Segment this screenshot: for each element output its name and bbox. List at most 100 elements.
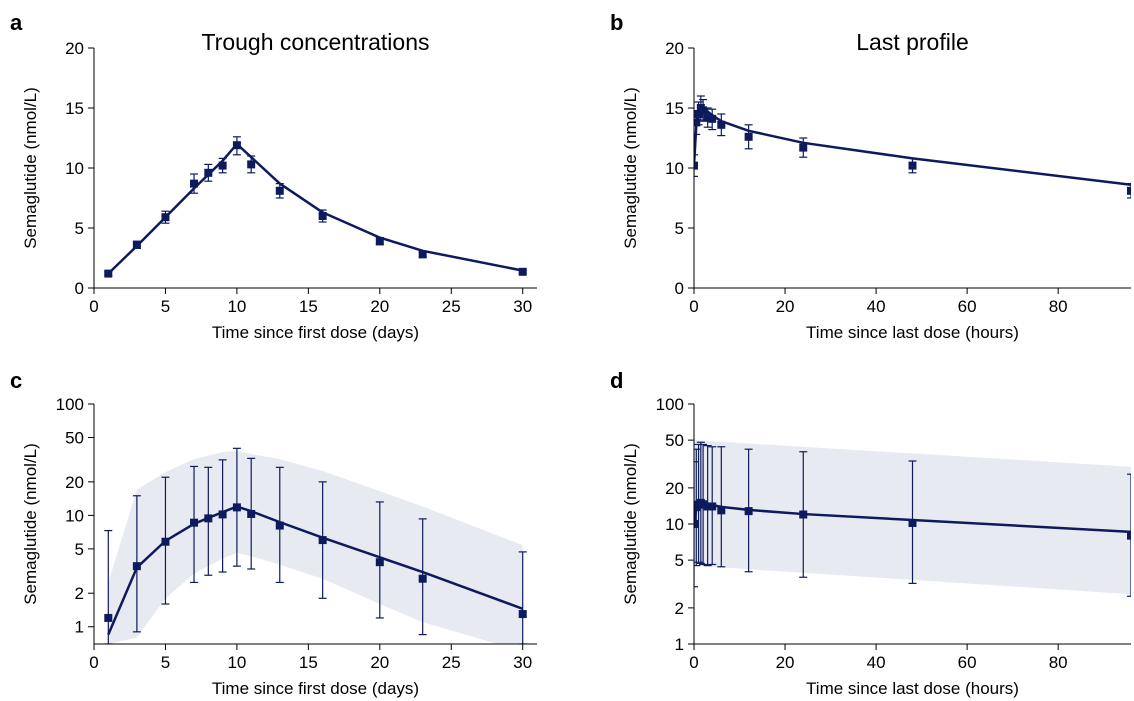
x-axis-label: Time since first dose (days) [212, 323, 419, 342]
data-point [132, 562, 141, 571]
data-point [744, 507, 753, 516]
data-point [318, 536, 327, 545]
data-point [275, 521, 284, 530]
data-point [717, 506, 726, 515]
model-line [107, 505, 524, 636]
y-axis-label: Semaglutide (nmol/L) [621, 87, 640, 249]
x-tick-label: 10 [227, 297, 246, 316]
data-point [694, 520, 698, 528]
panel-title: Last profile [856, 29, 969, 55]
data-point [218, 161, 227, 170]
model-line [107, 142, 523, 275]
x-tick-label: 30 [513, 297, 532, 316]
y-tick-label: 0 [75, 279, 84, 298]
data-point [908, 161, 917, 170]
y-tick-label: 10 [65, 159, 84, 178]
plot-area [694, 95, 1131, 199]
x-tick-label: 20 [370, 297, 389, 316]
x-tick-label: 5 [161, 297, 170, 316]
x-tick-label: 20 [776, 653, 795, 672]
data-point [703, 502, 712, 511]
y-tick-label: 50 [65, 429, 84, 448]
data-point [418, 574, 427, 583]
data-point [318, 212, 327, 220]
y-tick-label: 5 [75, 219, 84, 238]
x-tick-label: 25 [442, 297, 461, 316]
y-tick-label: 15 [665, 99, 684, 118]
data-point [104, 269, 113, 278]
data-point [717, 120, 726, 129]
x-tick-label: 25 [442, 653, 461, 672]
data-point [190, 518, 199, 527]
data-point [218, 510, 227, 519]
data-point [799, 510, 808, 519]
x-tick-label: 10 [227, 653, 246, 672]
y-tick-label: 2 [675, 599, 684, 618]
data-point [699, 500, 708, 509]
x-tick-label: 20 [776, 297, 795, 316]
y-tick-label: 20 [665, 479, 684, 498]
data-point [694, 161, 698, 170]
y-tick-label: 5 [75, 540, 84, 559]
plot-area [104, 136, 527, 278]
data-point [694, 110, 703, 118]
x-tick-label: 0 [689, 653, 698, 672]
y-tick-label: 5 [675, 551, 684, 570]
prediction-band [108, 450, 523, 644]
data-point [518, 267, 527, 276]
data-point [418, 250, 427, 259]
panel-letter: c [10, 368, 22, 393]
data-point [161, 537, 170, 546]
x-tick-label: 0 [689, 297, 698, 316]
y-tick-label: 50 [665, 431, 684, 450]
data-point [375, 558, 384, 567]
x-tick-label: 60 [958, 297, 977, 316]
x-tick-label: 5 [161, 653, 170, 672]
x-tick-label: 20 [370, 653, 389, 672]
data-point [275, 186, 284, 195]
x-tick-label: 15 [299, 297, 318, 316]
data-point [161, 213, 170, 222]
y-axis-label: Semaglutide (nmol/L) [621, 443, 640, 605]
x-axis-label: Time since first dose (days) [212, 679, 419, 698]
data-point [375, 237, 384, 246]
panel-b: b Last profile 0 20 40 60 80 0 5 10 15 20 Time since… [610, 10, 1131, 342]
x-axis-label: Time since last dose (hours) [806, 323, 1019, 342]
plot-area [694, 440, 1131, 597]
data-point [1127, 531, 1131, 540]
y-tick-label: 10 [665, 515, 684, 534]
x-tick-label: 80 [1049, 297, 1068, 316]
panel-letter: d [610, 368, 623, 393]
panel-a: a Trough concentrations 0 5 10 15 20 25 30 0 5 10 15… [10, 10, 537, 342]
data-point [104, 613, 113, 622]
panel-d: d 0 20 40 60 80 1 2 5 10 20 50 100 Time since last do… [610, 368, 1131, 698]
x-tick-label: 0 [89, 653, 98, 672]
data-point [232, 503, 241, 512]
panel-letter: a [10, 10, 23, 35]
y-tick-label: 5 [675, 219, 684, 238]
x-tick-label: 30 [513, 653, 532, 672]
data-point [699, 106, 708, 115]
x-tick-label: 80 [1049, 653, 1068, 672]
x-tick-label: 0 [89, 297, 98, 316]
y-axis-label: Semaglutide (nmol/L) [21, 87, 40, 249]
y-tick-label: 2 [75, 584, 84, 603]
data-point [232, 141, 241, 150]
y-tick-label: 10 [65, 506, 84, 525]
y-axis-label: Semaglutide (nmol/L) [21, 443, 40, 605]
y-tick-label: 1 [675, 635, 684, 654]
data-point [744, 132, 753, 141]
data-point [132, 240, 141, 249]
data-point [247, 160, 256, 169]
plot-area [104, 447, 527, 644]
x-tick-label: 60 [958, 653, 977, 672]
data-point [247, 509, 256, 518]
data-point [708, 502, 717, 511]
y-tick-label: 20 [65, 39, 84, 58]
data-point [694, 118, 701, 127]
data-point [190, 179, 199, 188]
x-tick-label: 15 [299, 653, 318, 672]
y-tick-label: 10 [665, 159, 684, 178]
